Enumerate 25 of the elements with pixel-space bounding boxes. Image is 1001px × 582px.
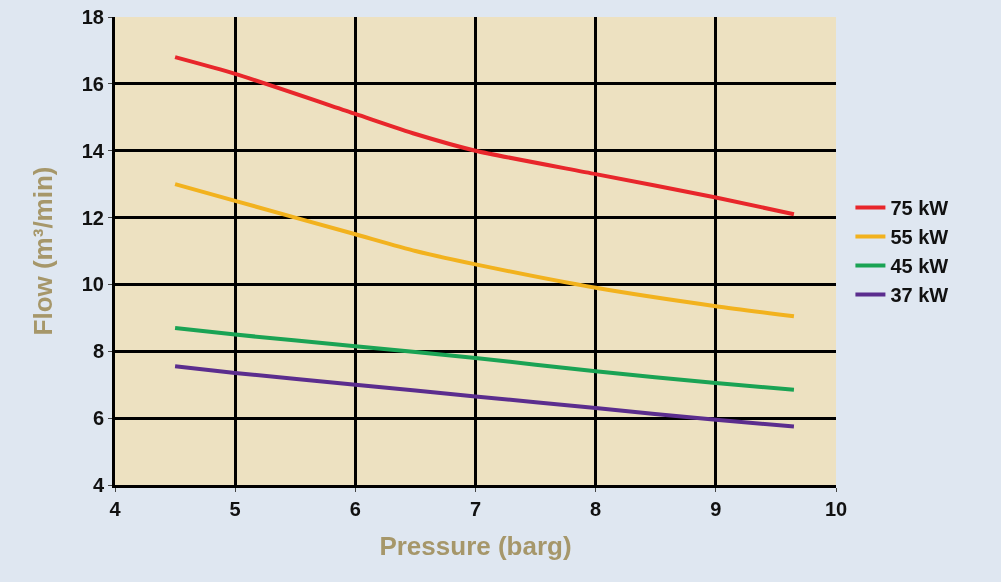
x-tick-label: 10: [824, 498, 848, 520]
x-tick-label: 6: [349, 498, 361, 520]
y-tick-label: 8: [92, 340, 104, 363]
x-tick-label: 8: [590, 498, 602, 520]
x-tick-label: 4: [109, 498, 122, 520]
line-series: [173, 325, 796, 392]
y-axis-title: Flow (m³/min): [28, 166, 59, 336]
x-axis-title: Pressure (barg): [379, 530, 572, 561]
line-series: [173, 182, 796, 319]
x-tick-label: 5: [229, 498, 241, 520]
y-tick-label: 10: [81, 273, 104, 296]
y-tick-label: 4: [92, 474, 105, 496]
y-tick-label: 14: [81, 139, 105, 162]
y-tick-label: 12: [81, 206, 104, 229]
legend-label: 45 kW: [890, 255, 949, 278]
line-series: [173, 55, 796, 217]
y-tick-label: 16: [81, 72, 104, 95]
y-tick-label: 6: [92, 407, 104, 430]
x-tick-label: 9: [710, 498, 722, 520]
legend-label: 75 kW: [890, 197, 949, 220]
legend-label: 37 kW: [890, 284, 949, 307]
y-tick-label: 18: [81, 6, 104, 28]
legend-label: 55 kW: [890, 226, 949, 249]
x-tick-label: 7: [469, 498, 482, 520]
line-series: [173, 364, 796, 429]
